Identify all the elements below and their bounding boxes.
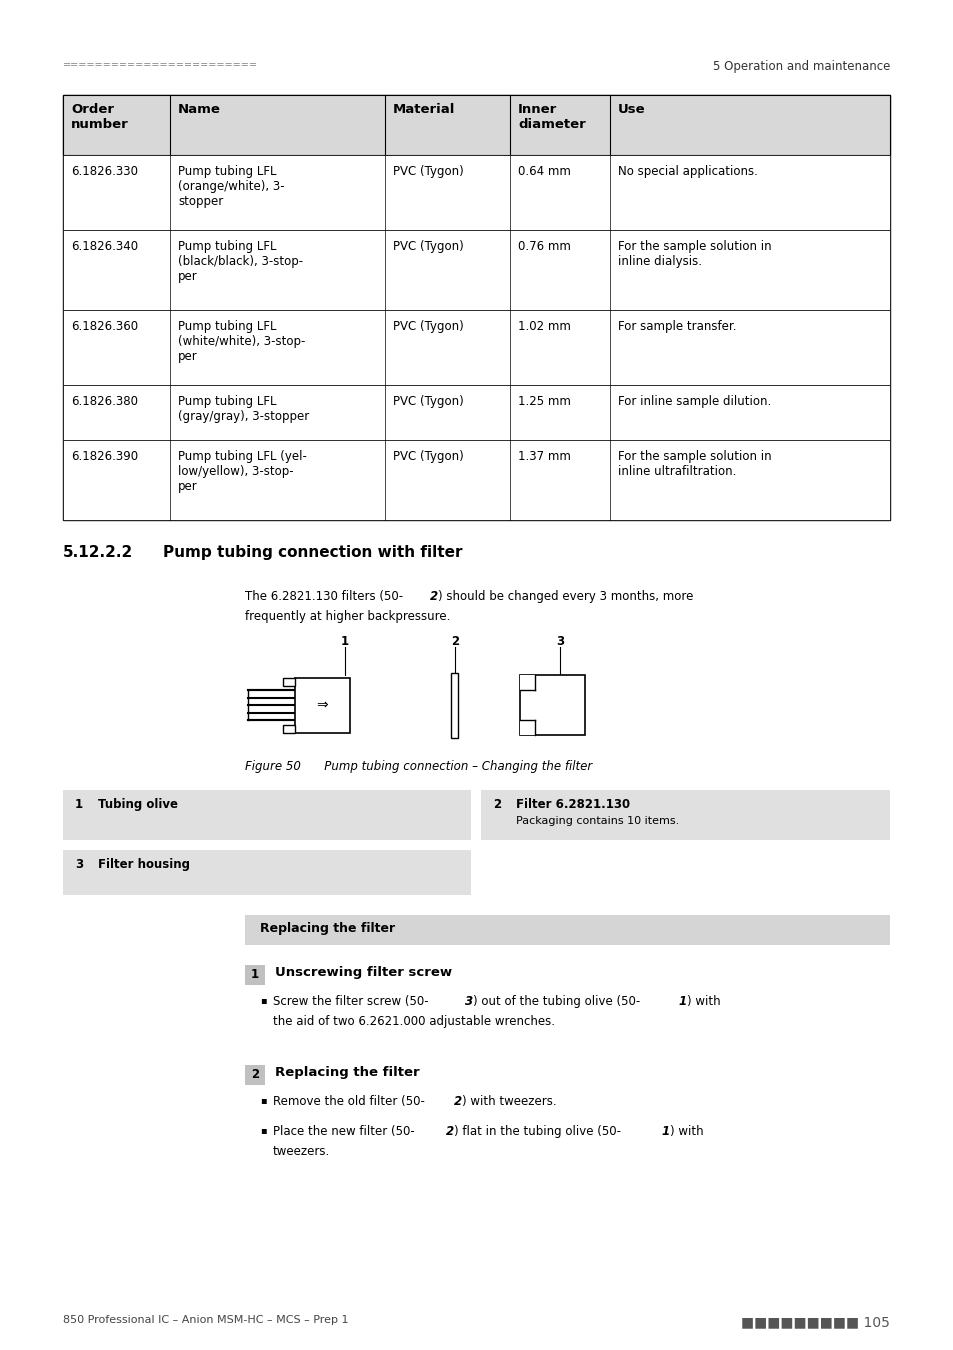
Text: Pump tubing LFL (yel-
low/yellow), 3-stop-
per: Pump tubing LFL (yel- low/yellow), 3-sto… [178, 450, 307, 493]
Text: 1: 1 [679, 995, 686, 1008]
Text: 1.02 mm: 1.02 mm [517, 320, 570, 333]
Bar [63, 230, 889, 310]
Text: For sample transfer.: For sample transfer. [618, 320, 736, 333]
Text: 6.1826.380: 6.1826.380 [71, 396, 138, 408]
Text: 2: 2 [493, 798, 500, 811]
Text: PVC (Tygon): PVC (Tygon) [393, 165, 463, 178]
Text: 1: 1 [75, 798, 83, 811]
Text: Tubing olive: Tubing olive [98, 798, 178, 811]
Text: 3: 3 [464, 995, 473, 1008]
Text: For the sample solution in
inline dialysis.: For the sample solution in inline dialys… [618, 240, 771, 269]
Text: Place the new filter (50-: Place the new filter (50- [273, 1125, 415, 1138]
Bar [63, 850, 471, 895]
Bar [245, 965, 265, 986]
Text: 6.1826.330: 6.1826.330 [71, 165, 138, 178]
Bar [63, 790, 471, 840]
Text: 5.12.2.2: 5.12.2.2 [63, 545, 133, 560]
Text: ) flat in the tubing olive (50-: ) flat in the tubing olive (50- [454, 1125, 620, 1138]
Bar [63, 440, 889, 520]
Text: 2: 2 [251, 1068, 259, 1081]
Text: Filter 6.2821.130: Filter 6.2821.130 [516, 798, 630, 811]
Text: Pump tubing connection – Changing the filter: Pump tubing connection – Changing the fi… [313, 760, 592, 774]
Bar [519, 675, 584, 734]
Text: Filter housing: Filter housing [98, 859, 190, 871]
Text: Packaging contains 10 items.: Packaging contains 10 items. [516, 815, 679, 826]
Bar [63, 95, 889, 520]
Text: Figure 50: Figure 50 [245, 760, 300, 774]
Text: ⇒: ⇒ [316, 698, 328, 711]
Text: PVC (Tygon): PVC (Tygon) [393, 320, 463, 333]
Bar [294, 678, 350, 733]
Text: PVC (Tygon): PVC (Tygon) [393, 396, 463, 408]
Text: 1.25 mm: 1.25 mm [517, 396, 570, 408]
Bar [519, 720, 535, 734]
Text: 2: 2 [430, 590, 437, 603]
Text: frequently at higher backpressure.: frequently at higher backpressure. [245, 610, 450, 622]
Text: 1: 1 [251, 968, 259, 981]
Text: 850 Professional IC – Anion MSM-HC – MCS – Prep 1: 850 Professional IC – Anion MSM-HC – MCS… [63, 1315, 348, 1324]
Text: Unscrewing filter screw: Unscrewing filter screw [274, 967, 452, 979]
Text: No special applications.: No special applications. [618, 165, 757, 178]
Text: Order
number: Order number [71, 103, 129, 131]
Text: For the sample solution in
inline ultrafiltration.: For the sample solution in inline ultraf… [618, 450, 771, 478]
Text: 1: 1 [340, 634, 349, 648]
Bar [63, 310, 889, 385]
Bar [245, 1065, 265, 1085]
Text: Name: Name [178, 103, 221, 116]
Text: Material: Material [393, 103, 455, 116]
Bar [480, 790, 889, 840]
Text: Replacing the filter: Replacing the filter [260, 922, 395, 936]
Text: 0.76 mm: 0.76 mm [517, 240, 570, 252]
Text: Remove the old filter (50-: Remove the old filter (50- [273, 1095, 424, 1108]
Text: Inner
diameter: Inner diameter [517, 103, 585, 131]
Text: ) with tweezers.: ) with tweezers. [461, 1095, 556, 1108]
Bar [519, 675, 535, 690]
Bar [283, 678, 294, 686]
Bar [63, 95, 889, 155]
Text: ▪: ▪ [260, 995, 266, 1004]
Text: Use: Use [618, 103, 645, 116]
Text: Pump tubing connection with filter: Pump tubing connection with filter [163, 545, 462, 560]
Text: ) with: ) with [686, 995, 720, 1008]
Text: The 6.2821.130 filters (50-: The 6.2821.130 filters (50- [245, 590, 403, 603]
Text: ) with: ) with [669, 1125, 703, 1138]
Bar [451, 672, 457, 737]
Text: 6.1826.340: 6.1826.340 [71, 240, 138, 252]
Text: For inline sample dilution.: For inline sample dilution. [618, 396, 770, 408]
Text: Pump tubing LFL
(white/white), 3-stop-
per: Pump tubing LFL (white/white), 3-stop- p… [178, 320, 305, 363]
Text: ▪: ▪ [260, 1095, 266, 1106]
Text: 6.1826.390: 6.1826.390 [71, 450, 138, 463]
Text: Pump tubing LFL
(orange/white), 3-
stopper: Pump tubing LFL (orange/white), 3- stopp… [178, 165, 284, 208]
Text: PVC (Tygon): PVC (Tygon) [393, 240, 463, 252]
Text: 2: 2 [446, 1125, 454, 1138]
Text: Screw the filter screw (50-: Screw the filter screw (50- [273, 995, 428, 1008]
Text: 2: 2 [454, 1095, 461, 1108]
Text: Pump tubing LFL
(gray/gray), 3-stopper: Pump tubing LFL (gray/gray), 3-stopper [178, 396, 309, 423]
Text: ) should be changed every 3 months, more: ) should be changed every 3 months, more [437, 590, 693, 603]
Text: 2: 2 [451, 634, 458, 648]
Text: ▪: ▪ [260, 1125, 266, 1135]
Text: 3: 3 [75, 859, 83, 871]
Text: ========================: ======================== [63, 59, 257, 70]
Text: 6.1826.360: 6.1826.360 [71, 320, 138, 333]
Text: the aid of two 6.2621.000 adjustable wrenches.: the aid of two 6.2621.000 adjustable wre… [273, 1015, 555, 1027]
Text: 1: 1 [661, 1125, 669, 1138]
Text: ■■■■■■■■■ 105: ■■■■■■■■■ 105 [740, 1315, 889, 1328]
Text: ) out of the tubing olive (50-: ) out of the tubing olive (50- [473, 995, 639, 1008]
Text: Replacing the filter: Replacing the filter [274, 1066, 419, 1079]
Text: 1.37 mm: 1.37 mm [517, 450, 570, 463]
Bar [245, 915, 889, 945]
Text: 5 Operation and maintenance: 5 Operation and maintenance [712, 59, 889, 73]
Bar [63, 385, 889, 440]
Text: 0.64 mm: 0.64 mm [517, 165, 570, 178]
Bar [63, 155, 889, 230]
Bar [283, 725, 294, 733]
Text: Pump tubing LFL
(black/black), 3-stop-
per: Pump tubing LFL (black/black), 3-stop- p… [178, 240, 303, 284]
Text: tweezers.: tweezers. [273, 1145, 330, 1158]
Text: 3: 3 [556, 634, 563, 648]
Text: PVC (Tygon): PVC (Tygon) [393, 450, 463, 463]
